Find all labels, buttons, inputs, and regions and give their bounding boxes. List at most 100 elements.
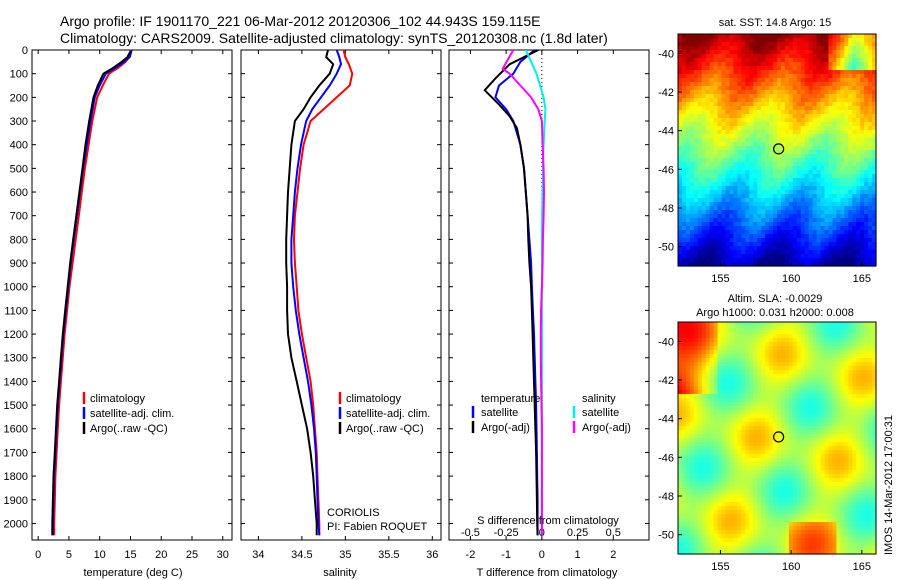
map-cell bbox=[773, 370, 778, 375]
map-cell bbox=[713, 422, 719, 427]
map-cell bbox=[701, 330, 707, 335]
map-cell bbox=[721, 402, 727, 407]
map-cell bbox=[788, 402, 794, 407]
map-cell bbox=[769, 66, 774, 71]
map-cell bbox=[800, 350, 806, 355]
map-cell bbox=[693, 398, 699, 403]
map-cell bbox=[856, 418, 861, 423]
map-cell bbox=[765, 166, 770, 171]
map-cell bbox=[824, 426, 830, 431]
map-cell bbox=[725, 226, 731, 231]
map-cell bbox=[713, 330, 719, 335]
map-cell bbox=[832, 82, 837, 87]
map-cell bbox=[792, 174, 798, 179]
map-cell bbox=[852, 74, 857, 79]
map-cell bbox=[713, 50, 719, 55]
map-cell bbox=[844, 202, 849, 207]
map-cell bbox=[824, 414, 830, 419]
map-cell bbox=[864, 162, 869, 167]
map-cell bbox=[872, 138, 877, 143]
map-cell bbox=[836, 390, 841, 395]
map-cell bbox=[836, 198, 841, 203]
map-cell bbox=[852, 114, 857, 119]
map-cell bbox=[689, 410, 695, 415]
map-cell bbox=[788, 78, 794, 83]
map-cell bbox=[689, 454, 695, 459]
map-cell bbox=[721, 386, 727, 391]
map-cell bbox=[761, 254, 766, 259]
map-cell bbox=[804, 158, 810, 163]
map-cell bbox=[761, 354, 766, 359]
map-cell bbox=[713, 102, 719, 107]
map-cell bbox=[769, 38, 774, 43]
map-cell bbox=[697, 62, 703, 67]
map-cell bbox=[784, 394, 790, 399]
map-cell bbox=[761, 438, 766, 443]
map-cell bbox=[717, 462, 723, 467]
map-cell bbox=[852, 62, 857, 67]
map-cell bbox=[820, 102, 826, 107]
map-cell bbox=[765, 74, 770, 79]
map-cell bbox=[812, 226, 818, 231]
map-cell bbox=[773, 42, 778, 47]
map-cell bbox=[784, 454, 790, 459]
map-cell bbox=[832, 142, 837, 147]
map-cell bbox=[685, 154, 691, 159]
map-cell bbox=[856, 178, 861, 183]
map-cell bbox=[769, 414, 774, 419]
map-cell bbox=[681, 398, 687, 403]
map-cell bbox=[796, 90, 802, 95]
map-cell bbox=[681, 106, 687, 111]
map-cell bbox=[868, 206, 873, 211]
temperature-series-climatology bbox=[53, 50, 133, 536]
map-cell bbox=[820, 386, 826, 391]
map-cell bbox=[836, 190, 841, 195]
map-cell bbox=[788, 390, 794, 395]
map-cell bbox=[872, 122, 877, 127]
map-cell bbox=[753, 362, 758, 367]
map-cell bbox=[729, 410, 735, 415]
map-cell bbox=[832, 98, 837, 103]
map-cell bbox=[836, 66, 841, 71]
map-cell bbox=[872, 438, 877, 443]
map-cell bbox=[737, 358, 742, 363]
map-cell bbox=[868, 338, 873, 343]
map-cell bbox=[856, 362, 861, 367]
map-cell bbox=[800, 406, 806, 411]
map-cell bbox=[832, 374, 837, 379]
map-cell bbox=[689, 466, 695, 471]
map-cell bbox=[725, 178, 731, 183]
map-cell bbox=[796, 322, 802, 327]
map-cell bbox=[784, 162, 790, 167]
map-cell bbox=[741, 70, 746, 75]
map-cell bbox=[749, 366, 754, 371]
map-cell bbox=[717, 414, 723, 419]
map-cell bbox=[796, 246, 802, 251]
map-cell bbox=[757, 238, 762, 243]
map-cell bbox=[828, 394, 834, 399]
map-cell bbox=[769, 374, 774, 379]
map-cell bbox=[701, 138, 707, 143]
map-cell bbox=[737, 250, 742, 255]
map-cell bbox=[812, 130, 818, 135]
map-cell bbox=[836, 350, 841, 355]
map-cell bbox=[788, 154, 794, 159]
map-cell bbox=[848, 210, 853, 215]
map-cell bbox=[828, 54, 834, 59]
map-cell bbox=[721, 110, 727, 115]
map-cell bbox=[773, 66, 778, 71]
map-cell bbox=[796, 434, 802, 439]
map-cell bbox=[733, 234, 738, 239]
map-cell bbox=[848, 454, 853, 459]
map-cell bbox=[765, 402, 770, 407]
map-cell bbox=[852, 374, 857, 379]
map-cell bbox=[860, 262, 865, 267]
map-cell bbox=[761, 54, 766, 59]
map-cell bbox=[864, 42, 869, 47]
map-cell bbox=[693, 38, 699, 43]
map-cell bbox=[729, 66, 735, 71]
map-cell bbox=[804, 186, 810, 191]
map-cell bbox=[804, 118, 810, 123]
map-cell bbox=[678, 182, 683, 187]
map-cell bbox=[872, 166, 877, 171]
